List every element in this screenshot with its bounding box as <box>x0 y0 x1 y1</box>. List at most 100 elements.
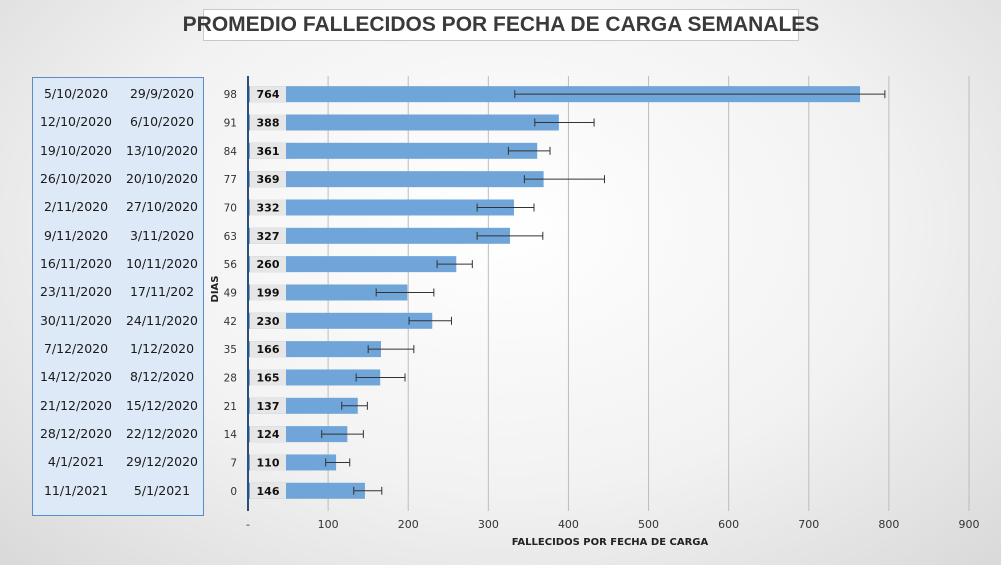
date-range-panel: 5/10/2020 29/9/2020 12/10/2020 6/10/2020 19/… <box>32 77 204 516</box>
y-tick-label: 91 <box>224 117 237 129</box>
y-tick-label: 98 <box>224 89 237 101</box>
value-label: 764 <box>257 88 280 101</box>
value-label-box <box>250 454 286 471</box>
y-tick-label: 28 <box>224 372 237 384</box>
date-range-end: 28/12/2020 <box>39 426 113 442</box>
date-range-row: 9/11/2020 3/11/2020 <box>33 228 203 248</box>
date-range-end: 12/10/2020 <box>39 114 113 130</box>
date-range-start: 8/12/2020 <box>129 369 195 385</box>
date-range-end: 14/12/2020 <box>39 369 113 385</box>
y-tick-label: 14 <box>224 429 238 441</box>
x-tick-label: 700 <box>798 518 819 531</box>
value-label-box <box>250 341 286 358</box>
date-range-start: 13/10/2020 <box>125 142 199 158</box>
value-label: 327 <box>257 230 280 243</box>
y-tick-label: 49 <box>224 287 237 299</box>
date-range-end: 5/10/2020 <box>43 86 109 102</box>
y-tick-label: 0 <box>230 486 237 498</box>
value-label-box <box>250 312 286 329</box>
date-range-end: 30/11/2020 <box>39 312 113 328</box>
date-range-row: 16/11/2020 10/11/2020 <box>33 256 203 276</box>
date-range-start: 5/1/2021 <box>133 482 191 498</box>
date-range-end: 9/11/2020 <box>43 227 109 243</box>
value-label: 332 <box>257 201 280 214</box>
value-label-box <box>250 284 286 301</box>
date-range-row: 14/12/2020 8/12/2020 <box>33 369 203 389</box>
date-range-start: 29/12/2020 <box>125 454 199 470</box>
bar <box>249 284 408 301</box>
date-range-row: 5/10/2020 29/9/2020 <box>33 86 203 106</box>
x-tick-label: 500 <box>638 518 659 531</box>
date-range-end: 23/11/2020 <box>39 284 113 300</box>
value-label: 124 <box>257 428 280 441</box>
x-tick-label: 400 <box>558 518 579 531</box>
value-label-box <box>250 397 286 414</box>
date-range-row: 2/11/2020 27/10/2020 <box>33 199 203 219</box>
y-tick-label: 63 <box>224 231 237 243</box>
date-range-end: 11/1/2021 <box>43 482 109 498</box>
y-axis-title: DIAS <box>210 276 221 303</box>
date-range-row: 28/12/2020 22/12/2020 <box>33 426 203 446</box>
bar <box>249 114 559 131</box>
y-tick-label: 77 <box>224 174 237 186</box>
bar <box>249 256 457 273</box>
x-tick-label: 300 <box>478 518 499 531</box>
date-range-end: 19/10/2020 <box>39 142 113 158</box>
y-tick-label: 35 <box>224 344 237 356</box>
y-tick-label: 42 <box>224 316 237 328</box>
x-tick-label: 600 <box>718 518 739 531</box>
value-label: 369 <box>257 173 280 186</box>
value-label-box <box>250 114 286 131</box>
value-label: 199 <box>257 286 280 299</box>
bar <box>249 171 544 188</box>
value-label-box <box>250 199 286 216</box>
y-tick-label: 7 <box>230 457 237 469</box>
x-tick-label: 900 <box>959 518 980 531</box>
date-range-start: 3/11/2020 <box>129 227 195 243</box>
date-range-row: 12/10/2020 6/10/2020 <box>33 114 203 134</box>
date-range-row: 21/12/2020 15/12/2020 <box>33 398 203 418</box>
date-range-start: 1/12/2020 <box>129 341 195 357</box>
date-range-row: 26/10/2020 20/10/2020 <box>33 171 203 191</box>
date-range-row: 11/1/2021 5/1/2021 <box>33 483 203 503</box>
value-label-box <box>250 142 286 159</box>
date-range-row: 4/1/2021 29/12/2020 <box>33 454 203 474</box>
x-tick-label: - <box>246 518 250 531</box>
date-range-start: 17/11/202 <box>129 284 195 300</box>
bar <box>249 142 538 159</box>
date-range-start: 6/10/2020 <box>129 114 195 130</box>
date-range-end: 2/11/2020 <box>43 199 109 215</box>
bar <box>249 227 510 244</box>
y-tick-label: 21 <box>224 401 237 413</box>
value-label: 165 <box>257 371 280 384</box>
value-label: 110 <box>257 456 280 469</box>
date-range-end: 7/12/2020 <box>43 341 109 357</box>
x-tick-label: 200 <box>398 518 419 531</box>
x-tick-label: 800 <box>878 518 899 531</box>
value-label: 137 <box>257 400 280 413</box>
date-range-end: 4/1/2021 <box>47 454 105 470</box>
date-range-start: 29/9/2020 <box>129 86 195 102</box>
date-range-row: 19/10/2020 13/10/2020 <box>33 143 203 163</box>
y-tick-label: 56 <box>224 259 238 271</box>
date-range-end: 16/11/2020 <box>39 256 113 272</box>
value-label-box <box>250 482 286 499</box>
date-range-start: 10/11/2020 <box>125 256 199 272</box>
value-label-box <box>250 171 286 188</box>
value-label: 230 <box>257 315 280 328</box>
date-range-start: 24/11/2020 <box>125 312 199 328</box>
y-tick-label: 70 <box>224 202 237 214</box>
date-range-end: 21/12/2020 <box>39 397 113 413</box>
date-range-start: 22/12/2020 <box>125 426 199 442</box>
date-range-row: 7/12/2020 1/12/2020 <box>33 341 203 361</box>
bar <box>249 312 433 329</box>
value-label: 260 <box>257 258 280 271</box>
x-axis-title: FALLECIDOS POR FECHA DE CARGA <box>512 537 709 548</box>
date-range-row: 30/11/2020 24/11/2020 <box>33 313 203 333</box>
date-range-row: 23/11/2020 17/11/202 <box>33 284 203 304</box>
date-range-end: 26/10/2020 <box>39 171 113 187</box>
value-label-box <box>250 227 286 244</box>
y-tick-label: 84 <box>224 146 238 158</box>
value-label-box <box>250 256 286 273</box>
